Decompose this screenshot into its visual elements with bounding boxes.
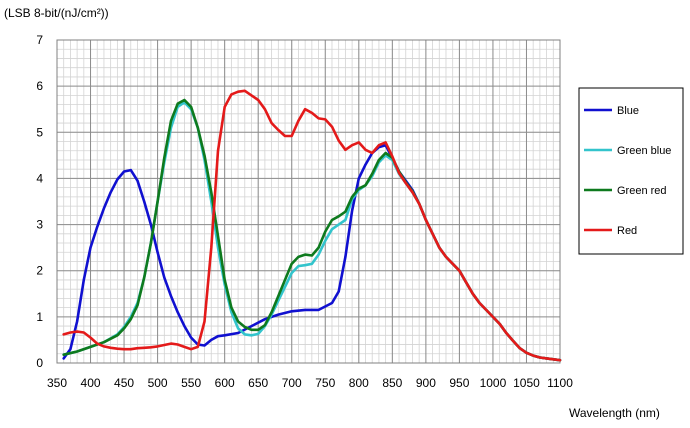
legend: Blue Green blue Green red Red <box>578 87 684 255</box>
series-lines <box>62 89 562 362</box>
legend-label-blue: Blue <box>617 105 639 117</box>
y-tick-label: 6 <box>36 79 43 93</box>
y-tick-labels: 0 1 2 3 4 5 6 7 <box>36 33 43 370</box>
legend-box <box>578 87 684 255</box>
x-axis-label: Wavelength (nm) <box>569 406 660 420</box>
x-tick-label: 550 <box>181 376 201 390</box>
x-tick-label: 850 <box>382 376 402 390</box>
y-tick-label: 5 <box>36 125 43 139</box>
x-tick-labels: 350 400 450 500 550 600 650 700 750 800 850 900 950 1… <box>47 376 573 390</box>
y-tick-label: 0 <box>36 356 43 370</box>
x-tick-label: 750 <box>315 376 335 390</box>
y-tick-label: 2 <box>36 264 43 278</box>
legend-items: Blue Green blue Green red Red <box>584 105 671 237</box>
x-tick-label: 350 <box>47 376 67 390</box>
y-tick-label: 4 <box>36 171 43 185</box>
series-line-red <box>62 89 562 362</box>
x-tick-label: 1000 <box>480 376 507 390</box>
legend-label-green-blue: Green blue <box>617 145 671 157</box>
x-tick-label: 800 <box>349 376 369 390</box>
y-axis-label: (LSB 8-bit/(nJ/cm²)) <box>4 6 109 20</box>
y-tick-label: 3 <box>36 218 43 232</box>
x-tick-label: 400 <box>81 376 101 390</box>
x-tick-label: 1050 <box>513 376 540 390</box>
x-tick-label: 450 <box>114 376 134 390</box>
x-tick-label: 650 <box>248 376 268 390</box>
y-tick-label: 7 <box>36 33 43 47</box>
x-tick-label: 1100 <box>547 376 573 390</box>
y-tick-label: 1 <box>36 310 43 324</box>
x-tick-label: 900 <box>416 376 436 390</box>
legend-label-green-red: Green red <box>617 185 667 197</box>
plot-border <box>56 39 561 364</box>
x-tick-label: 600 <box>215 376 235 390</box>
x-tick-label: 950 <box>449 376 469 390</box>
x-tick-label: 500 <box>148 376 168 390</box>
legend-label-red: Red <box>617 225 637 237</box>
x-tick-label: 700 <box>282 376 302 390</box>
